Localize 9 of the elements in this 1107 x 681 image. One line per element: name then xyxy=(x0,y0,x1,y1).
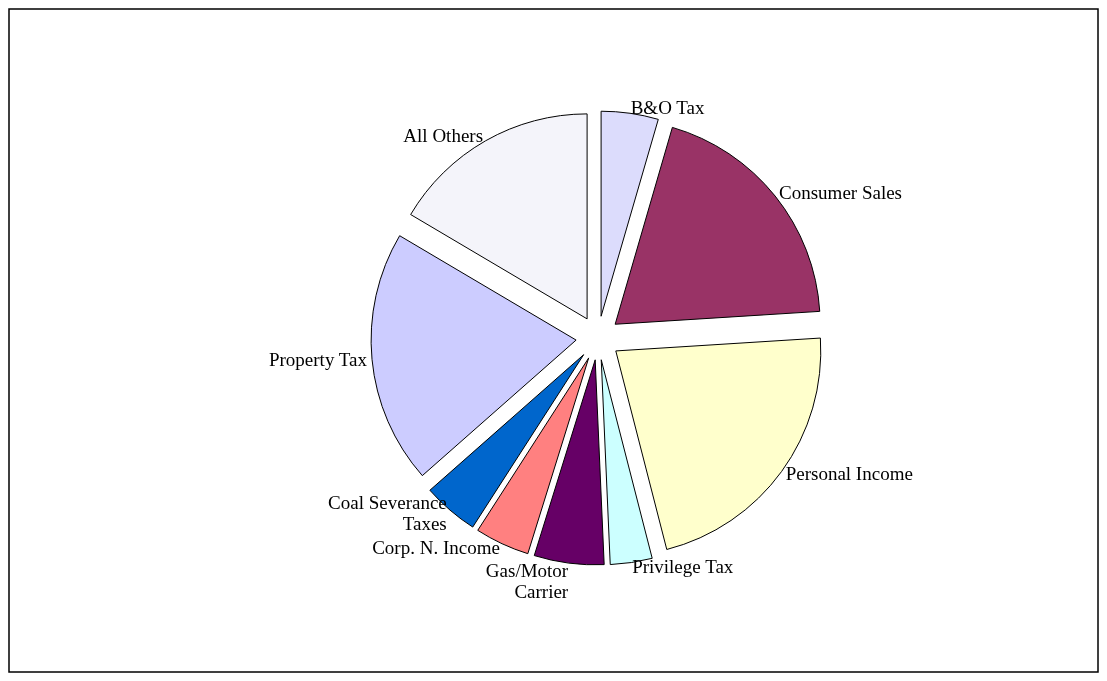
slice-label: B&O Tax xyxy=(630,97,705,119)
slice-label: Gas/Motor Carrier xyxy=(485,560,569,603)
slice-label: Coal Severance Taxes xyxy=(328,492,447,535)
slice-label: Privilege Tax xyxy=(632,556,734,578)
slice-label: All Others xyxy=(403,125,484,147)
slice-label: Property Tax xyxy=(268,348,368,370)
slice-label: Personal Income xyxy=(785,463,913,485)
slice-label: Consumer Sales xyxy=(779,181,903,203)
slice-label: Corp. N. Income xyxy=(372,537,500,559)
